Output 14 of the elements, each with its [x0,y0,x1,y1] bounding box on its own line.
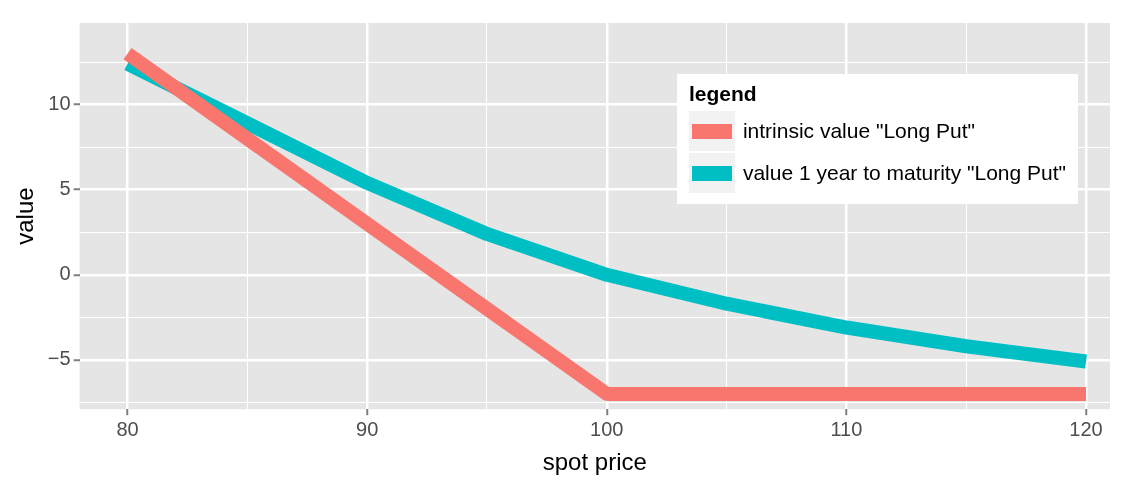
x-axis-title: spot price [542,448,647,476]
x-tick-label: 90 [356,417,379,440]
legend-label: value 1 year to maturity "Long Put" [742,161,1066,185]
y-tick-label: 0 [59,262,71,285]
y-tick-label: −5 [47,347,71,370]
legend-title: legend [688,82,758,106]
x-tick-label: 120 [1069,417,1103,440]
x-tick-label: 100 [590,417,624,440]
y-axis-title: value [11,187,39,245]
x-tick-label: 110 [830,417,863,440]
y-tick-label: 10 [48,92,71,115]
y-tick-label: 5 [59,177,71,200]
x-tick-label: 80 [116,417,139,440]
legend-label: intrinsic value "Long Put" [742,119,975,143]
